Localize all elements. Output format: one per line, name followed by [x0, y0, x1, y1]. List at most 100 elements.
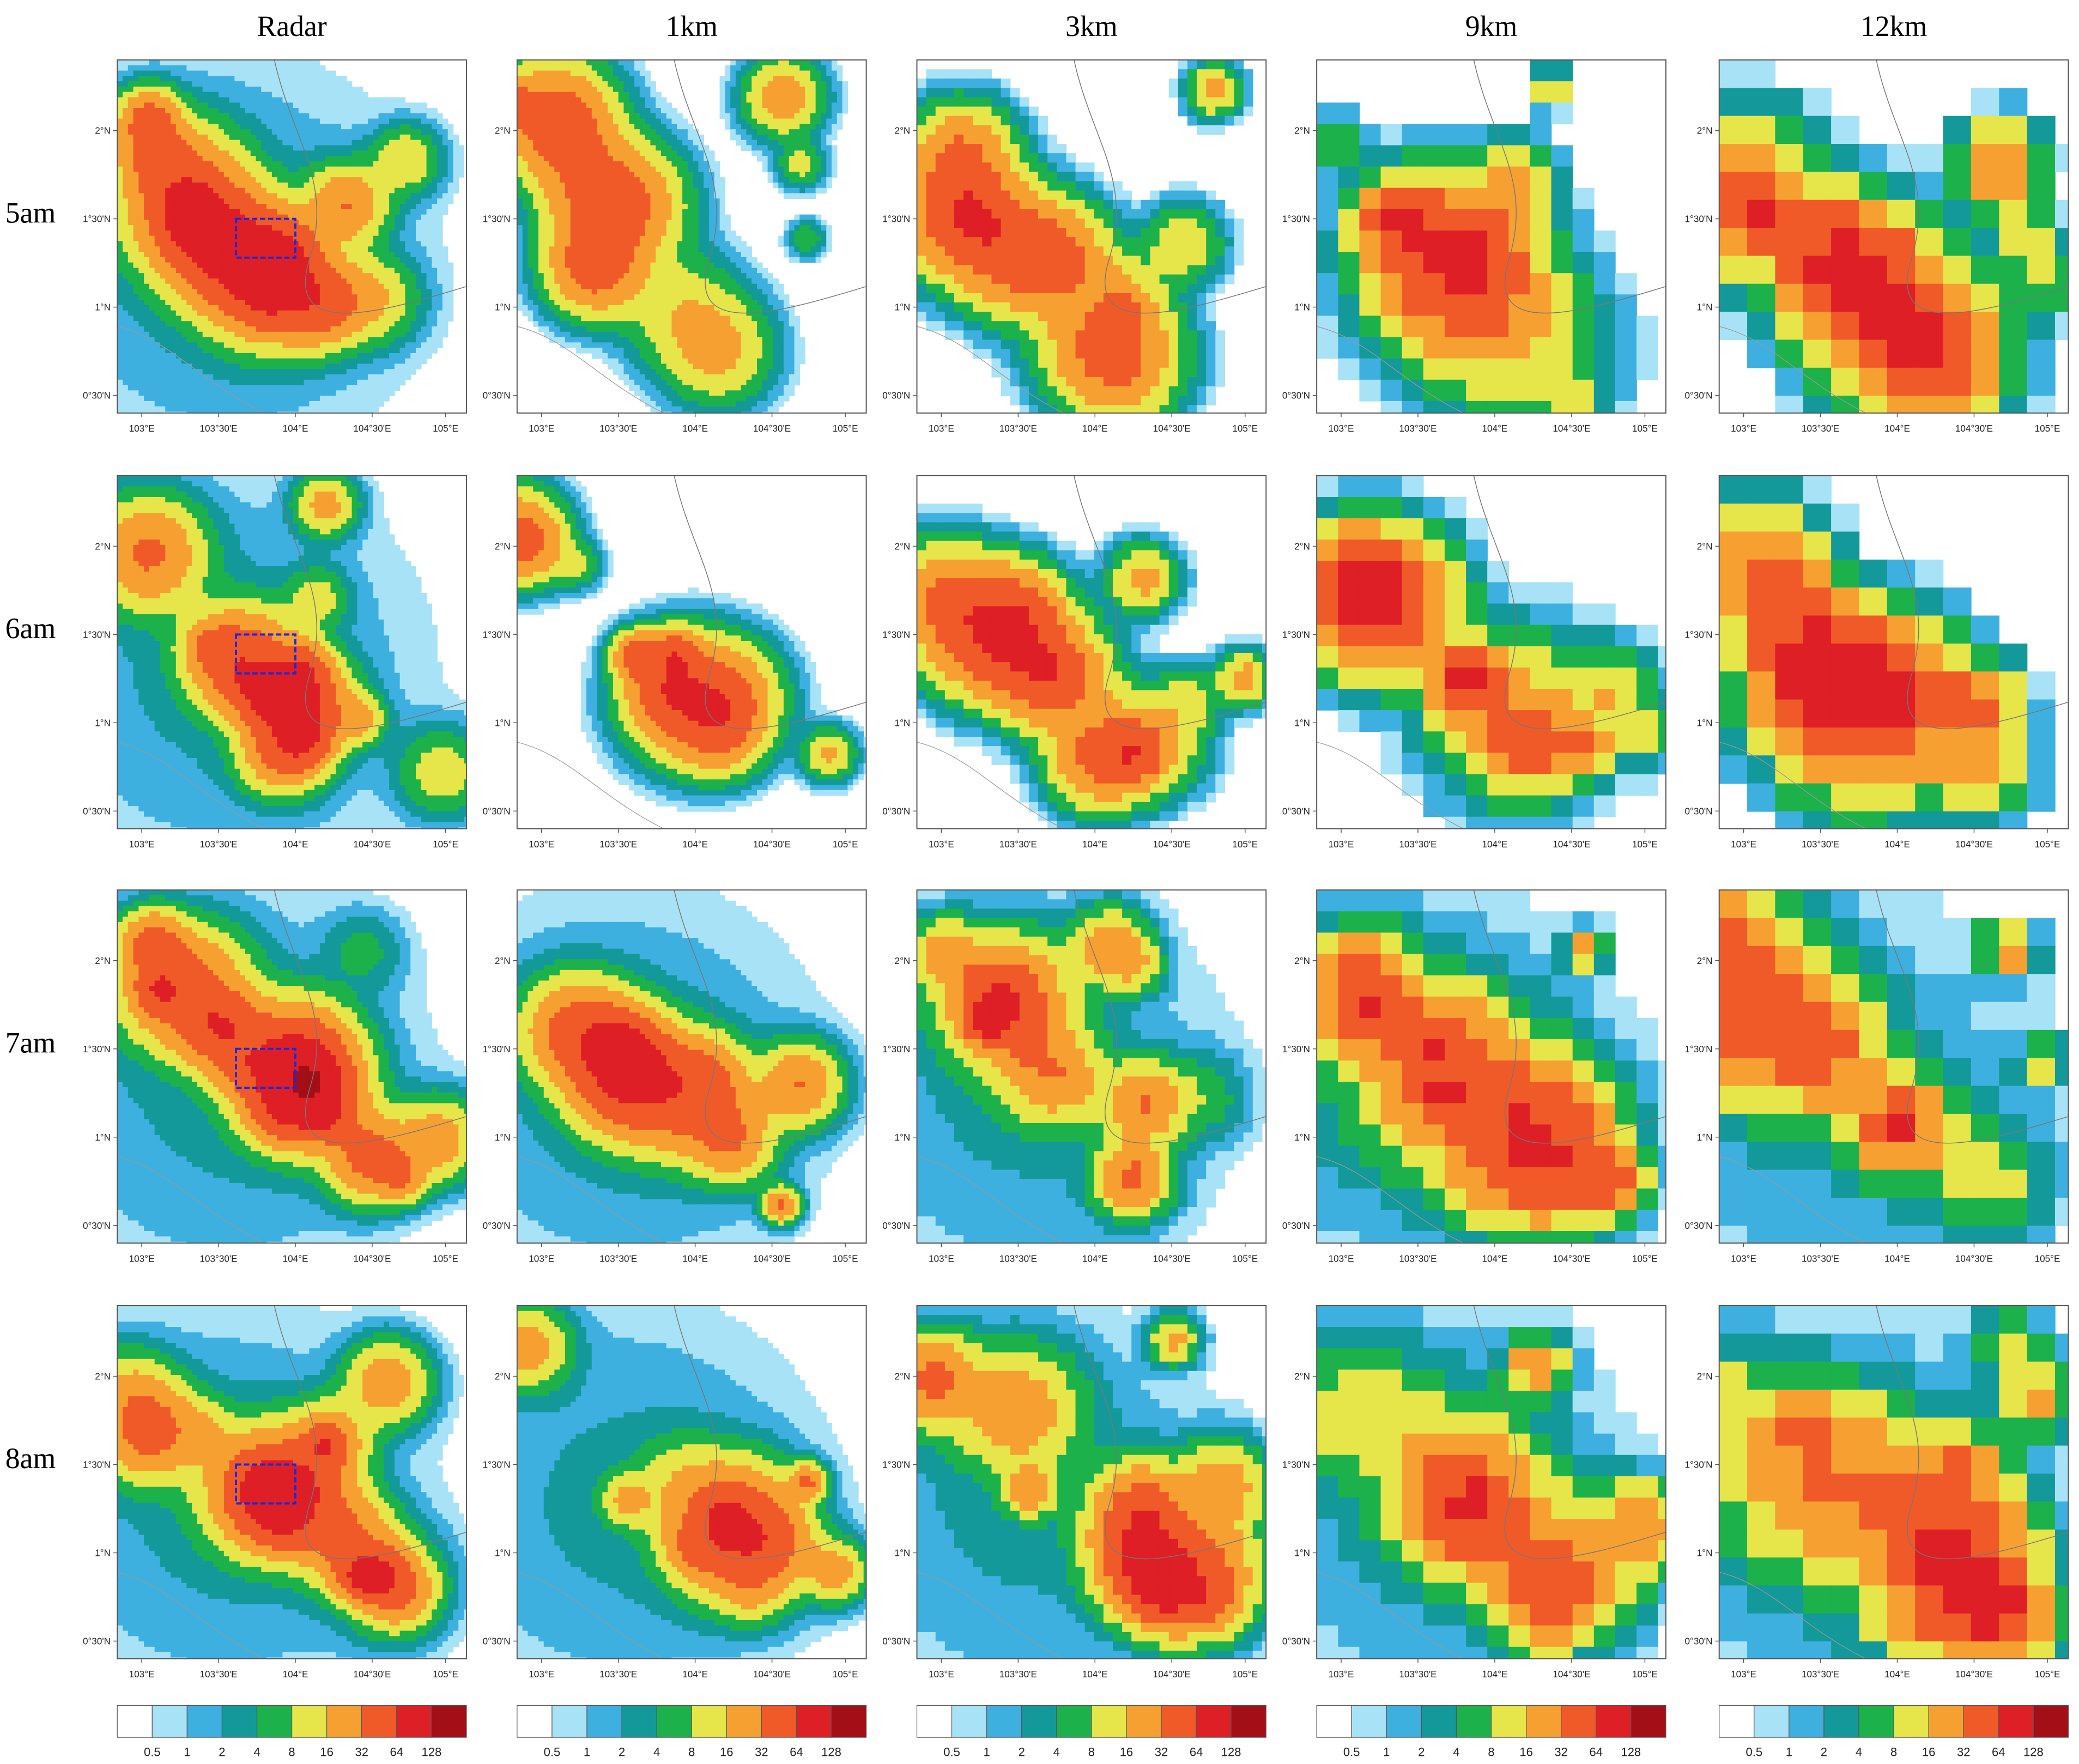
precip-cell: [266, 257, 272, 263]
precip-cell: [549, 140, 555, 146]
precip-cell: [549, 118, 555, 125]
precip-cell: [256, 401, 262, 407]
precip-cell: [298, 300, 305, 306]
precip-cell: [234, 358, 240, 365]
precip-cell: [357, 374, 363, 380]
precip-cell: [794, 81, 801, 87]
precip-cell: [202, 65, 209, 71]
precip-cell: [219, 124, 225, 130]
precip-cell: [186, 300, 192, 306]
precip-cell: [250, 326, 257, 332]
precip-cell: [149, 204, 155, 210]
precip-cell: [165, 411, 171, 413]
precip-cell: [586, 145, 592, 151]
precip-cell: [362, 379, 368, 386]
precip-cell: [325, 145, 331, 151]
precip-cell: [181, 369, 187, 375]
precip-cell: [367, 102, 374, 108]
precip-cell: [186, 316, 192, 322]
precip-cell: [165, 209, 171, 215]
precip-cell: [240, 76, 246, 82]
precip-cell: [575, 129, 581, 135]
precip-cell: [186, 225, 192, 231]
precip-cell: [373, 268, 379, 274]
precip-cell: [208, 283, 214, 290]
precip-cell: [256, 257, 262, 263]
precip-cell: [181, 145, 187, 151]
precip-cell: [282, 369, 288, 375]
precip-cell: [341, 214, 347, 221]
precip-cell: [250, 70, 257, 77]
precip-cell: [389, 182, 395, 189]
precip-cell: [351, 156, 358, 162]
precip-cell: [528, 76, 534, 82]
precip-cell: [426, 241, 433, 247]
precip-cell: [277, 379, 283, 386]
precip-cell: [351, 257, 358, 263]
precip-cell: [197, 150, 203, 156]
precip-cell: [293, 411, 299, 413]
precip-cell: [389, 145, 395, 151]
precip-cell: [271, 337, 278, 343]
precip-cell: [618, 65, 625, 71]
precip-cell: [149, 411, 155, 413]
precip-cell: [144, 379, 150, 386]
precip-cell: [202, 406, 209, 413]
precip-cell: [325, 102, 331, 108]
precip-cell: [351, 161, 358, 167]
precip-cell: [341, 358, 347, 365]
precip-cell: [171, 124, 177, 130]
precip-cell: [560, 140, 566, 146]
precip-cell: [362, 369, 368, 375]
precip-cell: [437, 305, 443, 311]
precip-cell: [810, 97, 816, 103]
precip-cell: [271, 321, 278, 327]
precip-cell: [250, 209, 257, 215]
precip-cell: [181, 300, 187, 306]
precip-cell: [373, 374, 379, 380]
precip-cell: [223, 166, 230, 173]
precip-cell: [240, 134, 246, 141]
precip-cell: [234, 385, 240, 391]
precip-cell: [149, 177, 155, 183]
precip-cell: [223, 113, 230, 119]
precip-cell: [160, 161, 166, 167]
precip-cell: [266, 134, 272, 141]
precip-cell: [117, 156, 123, 162]
precip-cell: [192, 406, 198, 413]
precip-cell: [298, 198, 305, 204]
precip-cell: [645, 76, 651, 82]
precip-cell: [197, 310, 203, 317]
precip-cell: [410, 342, 416, 348]
precip-cell: [517, 113, 523, 119]
precip-cell: [192, 161, 198, 167]
precip-cell: [629, 76, 635, 82]
precip-cell: [213, 124, 219, 130]
precip-cell: [746, 145, 753, 151]
precip-cell: [442, 289, 448, 295]
precip-cell: [298, 396, 305, 402]
precip-cell: [783, 102, 790, 108]
precip-cell: [213, 331, 219, 338]
precip-cell: [128, 108, 134, 114]
precip-cell: [671, 124, 678, 130]
precip-cell: [336, 390, 342, 396]
precip-cell: [298, 230, 305, 237]
precip-cell: [351, 145, 358, 151]
precip-cell: [341, 193, 347, 199]
precip-cell: [219, 113, 225, 119]
precip-cell: [410, 268, 416, 274]
precip-cell: [778, 113, 784, 119]
precip-cell: [426, 278, 433, 284]
precip-cell: [325, 220, 331, 226]
precip-cell: [421, 225, 427, 231]
precip-cell: [192, 300, 198, 306]
precip-cell: [133, 358, 140, 365]
precip-cell: [767, 97, 774, 103]
precip-cell: [186, 294, 192, 300]
precip-cell: [762, 129, 768, 135]
precip-cell: [789, 70, 795, 77]
precip-cell: [314, 363, 320, 369]
precip-cell: [575, 97, 581, 103]
precip-cell: [405, 193, 411, 199]
